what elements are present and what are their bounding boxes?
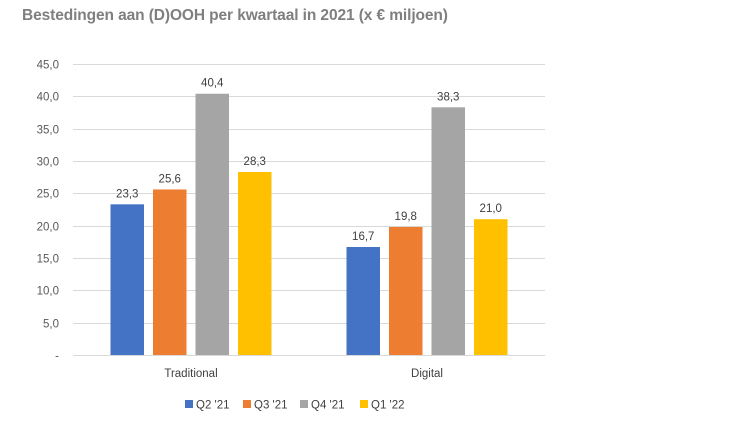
y-tick-label: 20,0 xyxy=(37,222,59,234)
data-label: 16,7 xyxy=(352,231,374,243)
legend-swatch xyxy=(360,400,368,408)
x-category-label: Traditional xyxy=(164,368,217,380)
x-category-label: Digital xyxy=(411,368,443,380)
data-label: 23,3 xyxy=(116,188,138,200)
legend: Q2 '21 Q3 '21 Q4 '21 Q1 '22 xyxy=(185,400,405,412)
bar xyxy=(474,219,508,355)
y-tick-label: 45,0 xyxy=(37,60,59,72)
data-label: 40,4 xyxy=(201,78,224,90)
y-tick-label: 5,0 xyxy=(43,319,59,331)
data-label: 25,6 xyxy=(159,173,181,185)
x-axis: Traditional Digital xyxy=(164,368,443,380)
y-tick-label: 15,0 xyxy=(37,254,59,266)
bars xyxy=(110,93,508,356)
legend-label: Q3 '21 xyxy=(254,400,288,412)
legend-swatch xyxy=(185,400,193,408)
legend-label: Q1 '22 xyxy=(371,400,405,412)
bar xyxy=(389,226,423,355)
y-tick-label: 30,0 xyxy=(37,157,59,169)
y-tick-label: 25,0 xyxy=(37,189,59,201)
bar xyxy=(346,247,380,355)
y-tick-label: 35,0 xyxy=(37,125,59,137)
y-tick-label: - xyxy=(55,351,59,363)
y-tick-label: 40,0 xyxy=(37,92,59,104)
data-label: 38,3 xyxy=(437,91,459,103)
data-label: 21,0 xyxy=(480,203,502,215)
gridlines xyxy=(73,64,545,356)
chart-title: Bestedingen aan (D)OOH per kwartaal in 2… xyxy=(22,7,448,24)
y-tick-label: 10,0 xyxy=(37,286,59,298)
data-label: 19,8 xyxy=(395,211,417,223)
legend-swatch xyxy=(300,400,308,408)
bar xyxy=(238,171,272,355)
data-labels: 23,3 25,6 40,4 28,3 16,7 19,8 38,3 21,0 xyxy=(116,78,502,243)
y-axis: - 5,0 10,0 15,0 20,0 25,0 30,0 35,0 40,0 45,0 xyxy=(37,60,60,363)
bar xyxy=(195,93,229,355)
bar xyxy=(431,107,465,356)
bar xyxy=(153,189,187,355)
legend-swatch xyxy=(243,400,251,408)
bar xyxy=(110,204,144,355)
legend-label: Q4 '21 xyxy=(311,400,345,412)
data-label: 28,3 xyxy=(244,156,266,168)
legend-label: Q2 '21 xyxy=(196,400,230,412)
